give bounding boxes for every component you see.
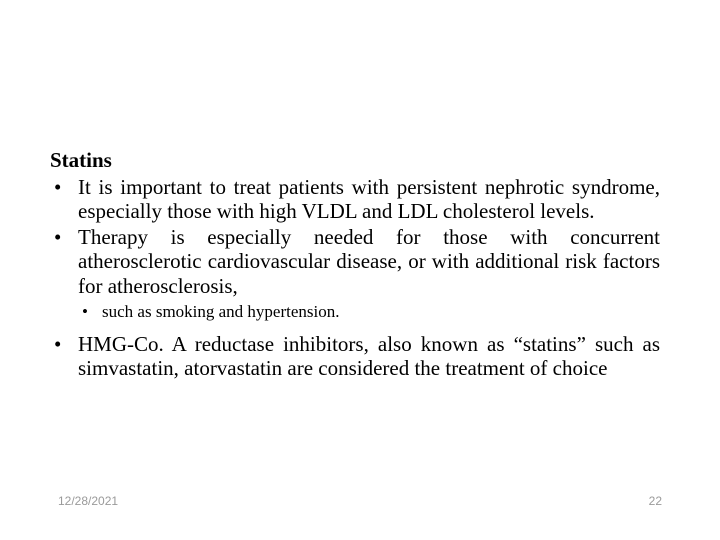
- slide-body: Statins It is important to treat patient…: [0, 0, 720, 380]
- list-sub-item: such as smoking and hypertension.: [50, 302, 660, 322]
- heading: Statins: [50, 148, 660, 173]
- list-item: It is important to treat patients with p…: [50, 175, 660, 223]
- list-item: HMG-Co. A reductase inhibitors, also kno…: [50, 332, 660, 380]
- bullet-list: It is important to treat patients with p…: [50, 175, 660, 380]
- footer-page-number: 22: [649, 494, 662, 508]
- slide-footer: 12/28/2021 22: [0, 494, 720, 508]
- footer-date: 12/28/2021: [58, 494, 118, 508]
- list-item: Therapy is especially needed for those w…: [50, 225, 660, 297]
